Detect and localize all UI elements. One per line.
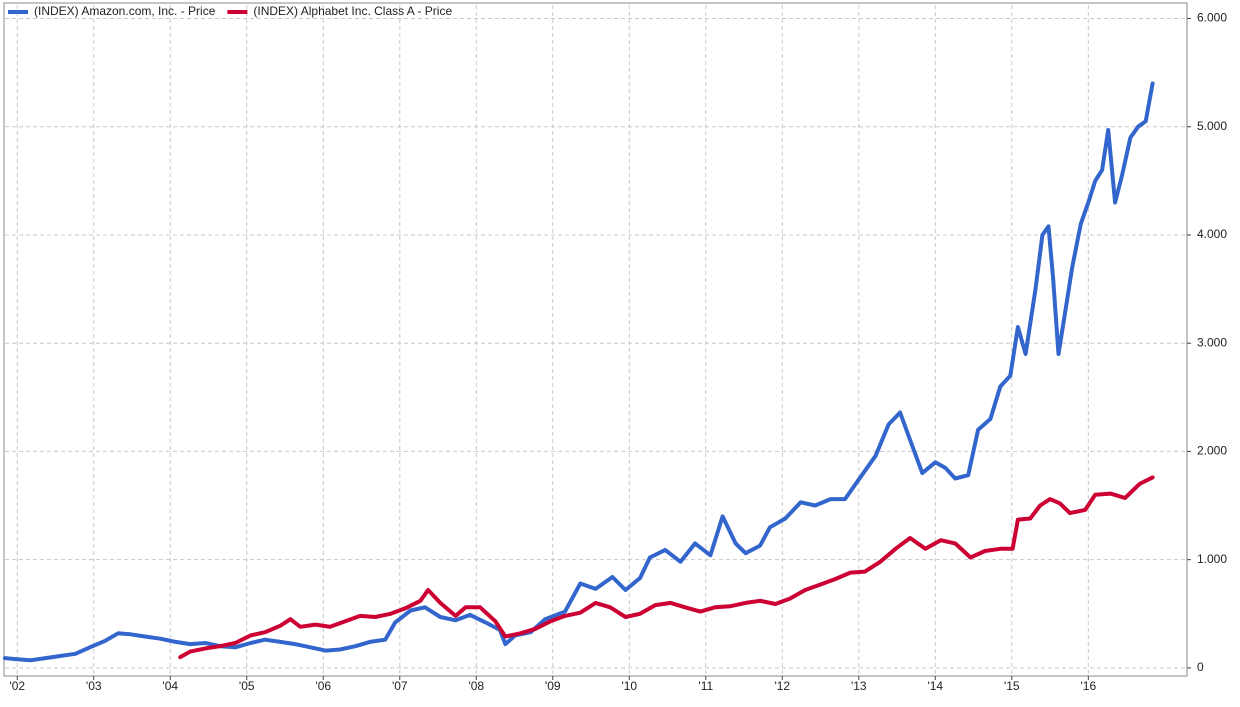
x-tick-label: '04 bbox=[162, 679, 178, 693]
legend: (INDEX) Amazon.com, Inc. - Price (INDEX) … bbox=[8, 4, 452, 18]
y-tick-label: 0 bbox=[1197, 660, 1204, 674]
plot-frame bbox=[3, 2, 1188, 677]
x-tick-label: '16 bbox=[1080, 679, 1096, 693]
x-tick-label: '12 bbox=[774, 679, 790, 693]
y-tick-label: 1.000 bbox=[1197, 552, 1227, 566]
series-line bbox=[3, 81, 1155, 663]
x-tick-label: '09 bbox=[545, 679, 561, 693]
x-tick-label: '14 bbox=[927, 679, 943, 693]
y-tick-label: 2.000 bbox=[1197, 444, 1227, 458]
x-tick-label: '10 bbox=[621, 679, 637, 693]
x-tick-label: '03 bbox=[86, 679, 102, 693]
x-tick-label: '11 bbox=[698, 679, 713, 693]
x-tick-label: '07 bbox=[392, 679, 408, 693]
x-tick-label: '02 bbox=[9, 679, 25, 693]
x-tick-label: '05 bbox=[239, 679, 255, 693]
x-tick-label: '08 bbox=[468, 679, 484, 693]
x-tick-label: '15 bbox=[1004, 679, 1020, 693]
y-tick-label: 3.000 bbox=[1197, 335, 1227, 349]
y-tick-label: 4.000 bbox=[1197, 227, 1227, 241]
y-tick-label: 6.000 bbox=[1197, 11, 1227, 25]
y-tick-label: 5.000 bbox=[1197, 119, 1227, 133]
lines bbox=[3, 81, 1155, 663]
series-line bbox=[178, 475, 1155, 660]
legend-label: (INDEX) Amazon.com, Inc. - Price bbox=[34, 4, 216, 18]
x-tick-label: '06 bbox=[315, 679, 331, 693]
x-tick-label: '13 bbox=[851, 679, 867, 693]
grid: 0 1.000 2.000 3.000 4.000 5.000 6.000 '02 '03 '04… bbox=[5, 5, 1227, 693]
legend-label: (INDEX) Alphabet Inc. Class A - Price bbox=[253, 4, 452, 18]
